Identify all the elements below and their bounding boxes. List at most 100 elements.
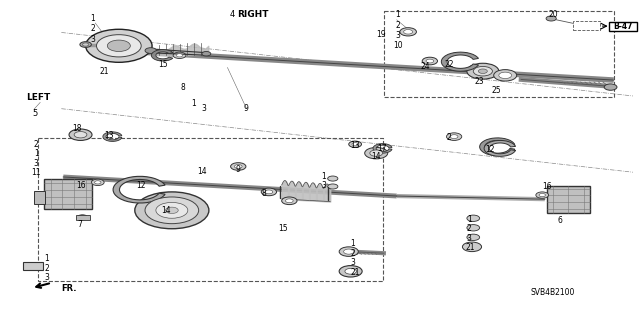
Text: 18: 18 <box>72 124 82 133</box>
Text: 3: 3 <box>202 104 207 113</box>
Text: 1: 1 <box>351 239 355 248</box>
Circle shape <box>83 43 89 46</box>
Circle shape <box>473 66 492 76</box>
Text: 22: 22 <box>445 60 454 69</box>
Text: 2: 2 <box>44 263 49 273</box>
Circle shape <box>77 215 88 220</box>
Circle shape <box>400 28 417 36</box>
Text: 2: 2 <box>34 140 38 149</box>
Circle shape <box>463 242 481 252</box>
Text: 16: 16 <box>542 182 552 191</box>
Text: 24: 24 <box>421 62 431 71</box>
Wedge shape <box>442 52 479 71</box>
Circle shape <box>261 188 276 196</box>
Circle shape <box>166 207 178 213</box>
Bar <box>547 186 590 213</box>
Text: 3: 3 <box>44 273 49 282</box>
Text: 9: 9 <box>236 165 241 174</box>
Circle shape <box>339 266 362 277</box>
Text: 12: 12 <box>484 145 494 154</box>
Circle shape <box>365 147 388 159</box>
Circle shape <box>422 57 438 65</box>
Text: 13: 13 <box>104 131 114 140</box>
Circle shape <box>80 42 92 48</box>
Wedge shape <box>373 144 392 153</box>
Circle shape <box>370 150 383 156</box>
Circle shape <box>467 63 499 79</box>
Circle shape <box>467 234 479 241</box>
Text: 1: 1 <box>90 14 95 23</box>
Circle shape <box>234 165 242 168</box>
Text: 11: 11 <box>31 168 41 177</box>
Text: 10: 10 <box>394 41 403 50</box>
Circle shape <box>539 194 545 197</box>
Text: 21: 21 <box>466 243 475 252</box>
Circle shape <box>345 269 356 274</box>
Circle shape <box>499 72 511 78</box>
Wedge shape <box>152 50 173 61</box>
Text: 1: 1 <box>396 11 400 19</box>
Text: 9: 9 <box>243 104 248 113</box>
Circle shape <box>546 16 556 21</box>
Text: 2: 2 <box>396 21 400 30</box>
Circle shape <box>282 197 297 204</box>
Text: 3: 3 <box>34 159 39 168</box>
Circle shape <box>493 70 516 81</box>
Text: 3: 3 <box>321 181 326 190</box>
Circle shape <box>145 197 198 224</box>
Circle shape <box>265 190 273 194</box>
Circle shape <box>467 215 479 221</box>
Text: 16: 16 <box>76 181 86 190</box>
Text: 15: 15 <box>278 224 288 233</box>
Circle shape <box>352 143 358 146</box>
Text: 14: 14 <box>162 206 172 215</box>
Circle shape <box>69 129 92 140</box>
Text: 6: 6 <box>557 216 563 225</box>
Wedge shape <box>103 132 122 141</box>
Text: 14: 14 <box>197 167 207 176</box>
Circle shape <box>97 35 141 57</box>
FancyBboxPatch shape <box>573 21 600 30</box>
Text: RIGHT: RIGHT <box>237 11 269 19</box>
Wedge shape <box>479 138 515 156</box>
Circle shape <box>285 199 293 203</box>
Circle shape <box>156 202 188 218</box>
Text: 20: 20 <box>548 10 558 19</box>
Text: 1: 1 <box>321 173 326 182</box>
Text: 13: 13 <box>351 141 360 150</box>
Text: 19: 19 <box>376 31 386 40</box>
Circle shape <box>604 84 617 90</box>
Text: 2: 2 <box>467 224 472 233</box>
Circle shape <box>173 52 186 58</box>
Text: 4: 4 <box>229 11 235 19</box>
Circle shape <box>328 176 338 181</box>
Text: 1: 1 <box>191 100 196 108</box>
Text: 3: 3 <box>396 31 400 40</box>
Bar <box>44 179 92 209</box>
Text: 7: 7 <box>77 220 82 229</box>
FancyBboxPatch shape <box>609 22 637 31</box>
Text: B-47: B-47 <box>614 22 633 31</box>
Text: SVB4B2100: SVB4B2100 <box>531 288 575 297</box>
Text: LEFT: LEFT <box>26 93 51 102</box>
Text: FR.: FR. <box>61 284 77 293</box>
Text: 15: 15 <box>159 60 168 69</box>
Bar <box>34 191 45 204</box>
Text: 2: 2 <box>447 133 451 142</box>
Text: 1: 1 <box>34 149 38 158</box>
Text: 5: 5 <box>33 109 38 118</box>
Wedge shape <box>484 140 515 156</box>
Text: 8: 8 <box>261 189 266 198</box>
Circle shape <box>95 181 101 184</box>
Text: 2: 2 <box>351 249 355 258</box>
Circle shape <box>135 192 209 229</box>
Circle shape <box>145 48 157 53</box>
Text: 3: 3 <box>90 35 95 44</box>
Text: 17: 17 <box>378 144 387 153</box>
Circle shape <box>74 131 87 138</box>
Text: 21: 21 <box>100 67 109 76</box>
Circle shape <box>339 247 358 256</box>
Text: 1: 1 <box>44 254 49 263</box>
Text: 14: 14 <box>371 152 381 161</box>
Text: 1: 1 <box>467 215 472 224</box>
